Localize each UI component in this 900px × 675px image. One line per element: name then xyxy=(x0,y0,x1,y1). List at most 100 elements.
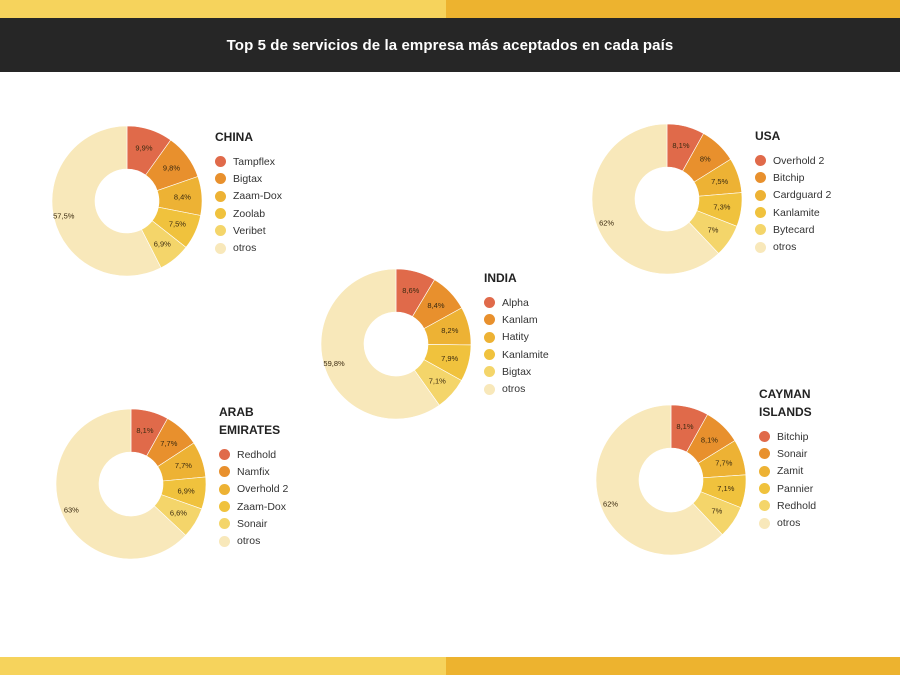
india-slice-value-label: 7,1% xyxy=(429,377,446,386)
china-legend-title: CHINA xyxy=(215,130,253,144)
cayman-islands-slice-value-label: 62% xyxy=(603,499,618,508)
arab-emirates-legend-title: ARAB EMIRATES xyxy=(219,405,281,437)
cayman-islands-slice-value-label: 7,7% xyxy=(715,459,732,468)
legend-swatch-icon xyxy=(755,189,766,201)
legend-item: Zaam-Dox xyxy=(215,188,305,205)
legend-label: Hatity xyxy=(502,331,529,344)
cayman-islands-slice-value-label: 8,1% xyxy=(701,435,718,444)
arab-emirates-slice-value-label: 7,7% xyxy=(175,461,192,470)
cayman-islands-slice-otros xyxy=(595,404,723,556)
legend-item: Redhold xyxy=(759,497,849,514)
legend-item: otros xyxy=(219,532,309,549)
legend-label: otros xyxy=(773,241,797,254)
legend-label: Overhold 2 xyxy=(773,154,825,167)
legend-swatch-icon xyxy=(759,500,770,512)
legend-item: Hatity xyxy=(484,329,574,346)
arab-emirates-legend: ARAB EMIRATES Redhold Namfix Overhold 2 Zaam… xyxy=(219,403,309,550)
legend-label: otros xyxy=(777,517,801,530)
china-slice-value-label: 57,5% xyxy=(53,212,75,221)
legend-label: Zoolab xyxy=(233,207,266,220)
legend-item: Pannier xyxy=(759,480,849,497)
legend-swatch-icon xyxy=(755,155,766,167)
cayman-islands-donut-chart: 8,1% 8,1% 7,7% 7,1% 7% 62% xyxy=(595,404,747,556)
india-slice-value-label: 8,4% xyxy=(427,301,444,310)
legend-label: otros xyxy=(237,535,261,548)
china-slice-value-label: 9,9% xyxy=(135,144,152,153)
legend-item: otros xyxy=(755,238,845,255)
legend-label: Sonair xyxy=(777,447,808,460)
bottom-band-left xyxy=(0,657,446,675)
legend-swatch-icon xyxy=(484,383,495,395)
china-slice-value-label: 6,9% xyxy=(154,239,171,248)
legend-item: Redhold xyxy=(219,446,309,463)
legend-swatch-icon xyxy=(759,465,770,477)
china-slice-otros xyxy=(51,125,162,277)
legend-label: otros xyxy=(502,383,526,396)
legend-item: Kanlam xyxy=(484,311,574,328)
legend-label: Pannier xyxy=(777,482,814,495)
legend-swatch-icon xyxy=(219,466,230,478)
legend-swatch-icon xyxy=(759,483,770,495)
usa-slice-value-label: 7% xyxy=(708,226,719,235)
legend-swatch-icon xyxy=(755,241,766,253)
legend-swatch-icon xyxy=(219,483,230,495)
usa-slice-value-label: 8,1% xyxy=(672,141,689,150)
legend-item: Sonair xyxy=(759,445,849,462)
usa-slice-otros xyxy=(591,123,719,275)
legend-label: Namfix xyxy=(237,465,270,478)
cayman-islands-slice-value-label: 8,1% xyxy=(676,422,693,431)
cayman-islands-legend-title: CAYMAN ISLANDS xyxy=(759,387,812,419)
legend-swatch-icon xyxy=(759,517,770,529)
legend-label: Kanlamite xyxy=(773,206,820,219)
legend-swatch-icon xyxy=(215,156,226,168)
china-slice-value-label: 7,5% xyxy=(169,220,186,229)
top-band-left xyxy=(0,0,446,18)
arab-emirates-slice-value-label: 7,7% xyxy=(160,439,177,448)
india-slice-value-label: 7,9% xyxy=(441,354,458,363)
usa-slice-value-label: 62% xyxy=(599,219,614,228)
legend-item: Bitchip xyxy=(755,169,845,186)
legend-swatch-icon xyxy=(215,242,226,254)
legend-swatch-icon xyxy=(219,449,230,461)
india-slice-value-label: 8,6% xyxy=(402,286,419,295)
legend-label: Alpha xyxy=(502,296,529,309)
cayman-islands-slice-value-label: 7,1% xyxy=(717,484,734,493)
legend-swatch-icon xyxy=(755,172,766,184)
legend-swatch-icon xyxy=(215,190,226,202)
top-accent-band xyxy=(0,0,900,18)
legend-swatch-icon xyxy=(759,448,770,460)
legend-item: Zaam-Dox xyxy=(219,498,309,515)
india-legend-title: INDIA xyxy=(484,271,517,285)
legend-swatch-icon xyxy=(755,207,766,219)
china-legend: CHINA Tampflex Bigtax Zaam-Dox Zoolab Veribet… xyxy=(215,128,305,257)
legend-label: Kanlamite xyxy=(502,348,549,361)
legend-item: Alpha xyxy=(484,294,574,311)
legend-swatch-icon xyxy=(484,349,495,361)
arab-emirates-slice-value-label: 6,6% xyxy=(170,508,187,517)
legend-label: Zaam-Dox xyxy=(237,500,287,513)
legend-item: Veribet xyxy=(215,222,305,239)
legend-swatch-icon xyxy=(755,224,766,236)
arab-emirates-slice-value-label: 8,1% xyxy=(136,426,153,435)
india-legend: INDIA Alpha Kanlam Hatity Kanlamite Bigtax otr… xyxy=(484,269,574,398)
legend-item: Cardguard 2 xyxy=(755,187,845,204)
usa-slice-value-label: 7,3% xyxy=(713,202,730,211)
legend-item: otros xyxy=(759,514,849,531)
legend-item: otros xyxy=(215,239,305,256)
usa-legend: USA Overhold 2 Bitchip Cardguard 2 Kanlamite… xyxy=(755,127,845,256)
india-slice-value-label: 59,8% xyxy=(323,359,345,368)
china-slice-value-label: 8,4% xyxy=(174,193,191,202)
legend-item: Zamit xyxy=(759,463,849,480)
bottom-accent-band xyxy=(0,657,900,675)
arab-emirates-slice-otros xyxy=(55,408,187,560)
arab-emirates-slice-value-label: 6,9% xyxy=(178,486,195,495)
usa-legend-title: USA xyxy=(755,129,781,143)
china-donut-chart: 9,9% 9,8% 8,4% 7,5% 6,9% 57,5% xyxy=(51,125,203,277)
india-slice-value-label: 8,2% xyxy=(441,326,458,335)
legend-swatch-icon xyxy=(484,314,495,326)
legend-item: otros xyxy=(484,380,574,397)
legend-label: otros xyxy=(233,242,257,255)
legend-label: Tampflex xyxy=(233,155,276,168)
usa-slice-value-label: 8% xyxy=(700,154,711,163)
legend-item: Zoolab xyxy=(215,205,305,222)
